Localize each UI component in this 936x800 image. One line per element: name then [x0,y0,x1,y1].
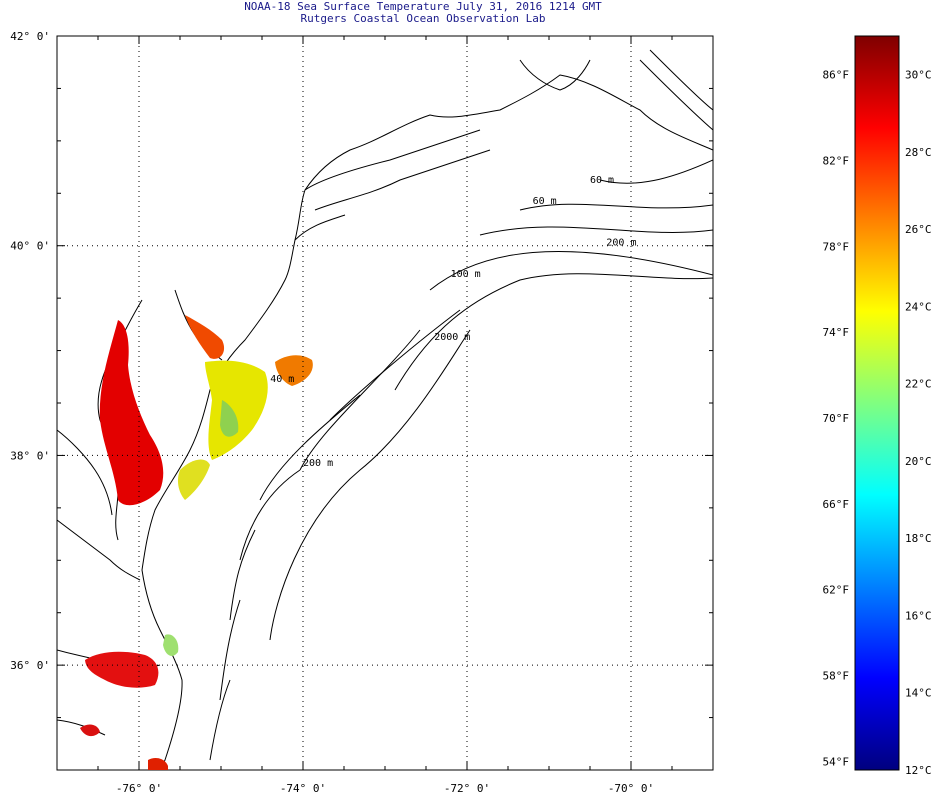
map-title: NOAA-18 Sea Surface Temperature July 31,… [244,0,602,13]
fahrenheit-tick-label: 66°F [823,498,850,511]
sst-patch-pamlico [80,724,100,737]
lat-tick-label: 38° 0' [10,449,50,462]
sst-data-layer [80,315,313,770]
sst-patch-shelf-yellow [205,360,268,460]
celsius-tick-label: 22°C [905,378,932,391]
lon-tick-label: -70° 0' [608,782,654,795]
axis-labels: -76° 0' -74° 0' -72° 0' -70° 0' 42° 0' 40° 0'… [10,30,654,795]
lat-tick-label: 36° 0' [10,659,50,672]
isobath-label: 200 m [303,458,333,469]
colorbar [854,35,900,771]
celsius-tick-label: 26°C [905,223,932,236]
axis-ticks [56,35,714,771]
celsius-tick-label: 12°C [905,764,932,777]
sst-patch-hatteras [163,634,179,656]
map-frame [56,35,714,771]
isobath-label: 200 m [606,238,636,249]
fahrenheit-tick-label: 86°F [823,69,850,82]
sst-patch-chesapeake [99,320,164,506]
fahrenheit-tick-label: 58°F [823,670,850,683]
fahrenheit-tick-label: 70°F [823,412,850,425]
isobath-labels: 60 m 60 m 200 m 100 m 2000 m 40 m 200 m [270,175,636,469]
lat-tick-label: 42° 0' [10,30,50,43]
map-subtitle: Rutgers Coastal Ocean Observation Lab [300,12,546,25]
celsius-tick-label: 24°C [905,300,932,313]
isobath-label: 60 m [533,196,557,207]
isobath-contours [209,49,713,761]
celsius-tick-label: 28°C [905,146,932,159]
isobath-label: 60 m [590,175,614,186]
lon-tick-label: -76° 0' [116,782,162,795]
lon-tick-label: -72° 0' [444,782,490,795]
fahrenheit-tick-label: 74°F [823,326,850,339]
colorbar-labels: 30°C 28°C 26°C 24°C 22°C 20°C 18°C 16°C 14°C 12°C… [823,69,932,777]
sst-patch-shelf-green [220,400,239,437]
celsius-tick-label: 30°C [905,69,932,82]
sst-patch-south-bottom [148,758,168,770]
sst-patch-south-yellow [177,459,210,500]
fahrenheit-tick-label: 62°F [823,584,850,597]
celsius-tick-label: 20°C [905,455,932,468]
fahrenheit-tick-label: 78°F [823,240,850,253]
lat-tick-label: 40° 0' [10,240,50,253]
lon-tick-label: -74° 0' [280,782,326,795]
fahrenheit-tick-label: 82°F [823,154,850,167]
celsius-tick-label: 18°C [905,532,932,545]
sst-patch-delaware-bay [185,315,225,359]
sst-patch-coastal-orange [275,355,313,386]
celsius-tick-label: 14°C [905,687,932,700]
isobath-label: 100 m [451,269,481,280]
fahrenheit-tick-label: 54°F [823,755,850,768]
celsius-tick-label: 16°C [905,609,932,622]
sst-patch-albemarle [85,651,159,688]
isobath-label: 2000 m [434,332,470,343]
isobath-label: 40 m [270,374,294,385]
